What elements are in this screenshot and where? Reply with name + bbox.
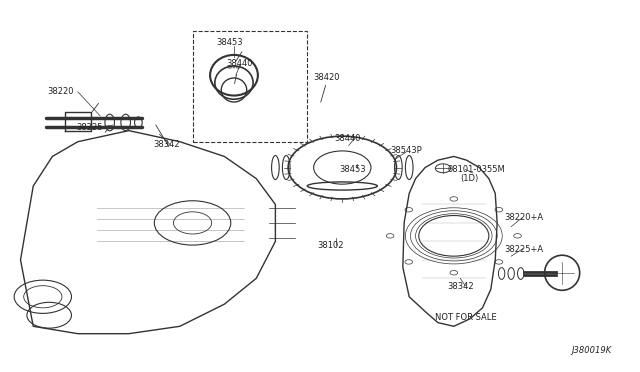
Text: 38543P: 38543P: [390, 147, 422, 155]
Text: J380019K: J380019K: [572, 346, 612, 355]
Text: 38225: 38225: [76, 123, 102, 132]
Text: 08101-0355M: 08101-0355M: [447, 165, 505, 174]
Text: 38420: 38420: [314, 73, 340, 81]
Bar: [193, 31, 307, 142]
Text: 38440: 38440: [334, 134, 360, 142]
Text: 38453: 38453: [217, 38, 243, 47]
Text: 38453: 38453: [339, 165, 365, 174]
Text: 38102: 38102: [317, 241, 343, 250]
Text: 38440: 38440: [227, 59, 253, 68]
Text: 38342: 38342: [447, 282, 474, 291]
Text: (1D): (1D): [460, 174, 479, 183]
Text: NOT FOR SALE: NOT FOR SALE: [435, 312, 497, 321]
Text: 38220+A: 38220+A: [505, 213, 544, 222]
Text: 38342: 38342: [153, 140, 180, 149]
Text: 38225+A: 38225+A: [505, 245, 544, 254]
Text: 38220: 38220: [47, 87, 74, 96]
